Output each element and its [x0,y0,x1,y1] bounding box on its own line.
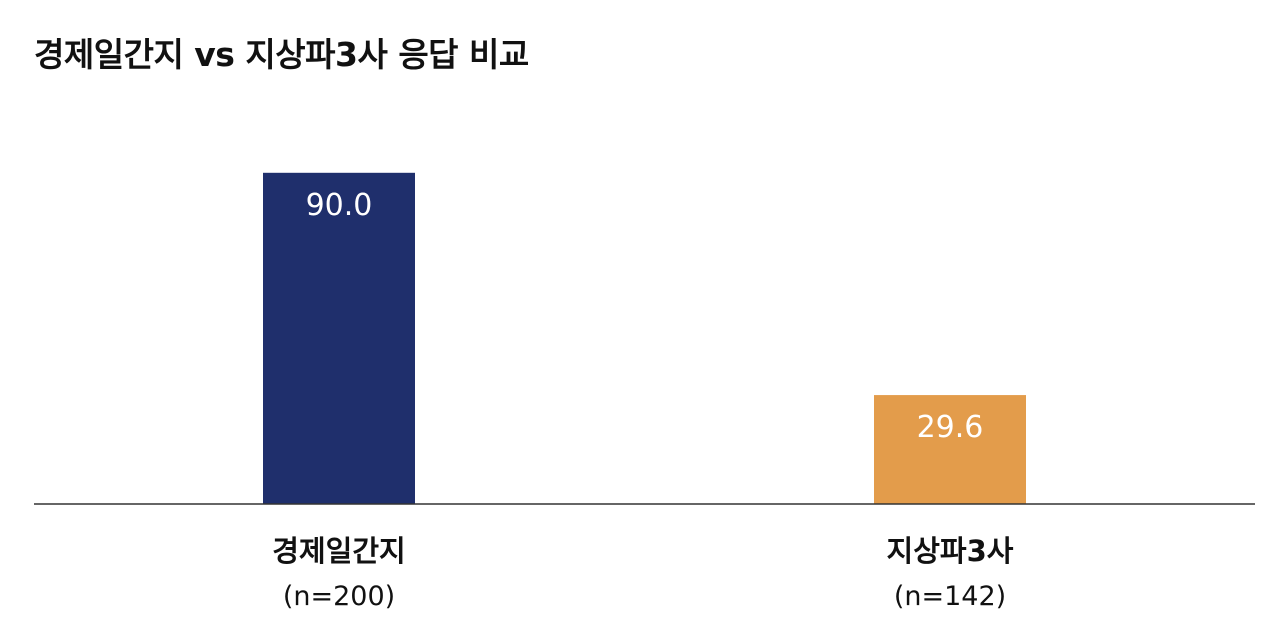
category-label-1: 경제일간지 [272,534,405,568]
category-label-2: 지상파3사 [887,534,1014,568]
bars-layer: 90.0 29.6 [263,172,1026,505]
category-sample-size-1: (n=200) [283,581,395,612]
category-sample-size-2: (n=142) [894,581,1006,612]
labels-layer: 경제일간지 (n=200) 지상파3사 (n=142) [272,534,1013,612]
bar-value-label-1: 90.0 [306,188,373,223]
bar-value-label-2: 29.6 [917,410,984,445]
bar-2 [874,395,1026,504]
chart-title: 경제일간지 vs 지상파3사 응답 비교 [34,35,529,74]
bar-1 [263,172,415,505]
